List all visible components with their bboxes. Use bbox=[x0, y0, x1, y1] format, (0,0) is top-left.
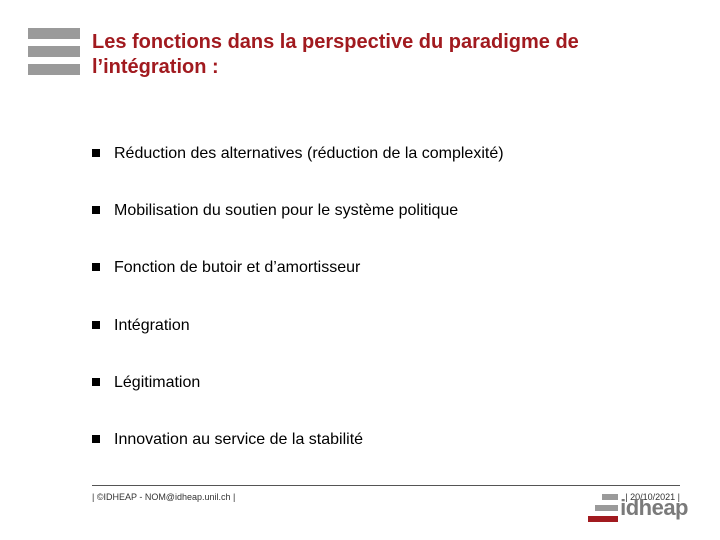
bullet-square-icon bbox=[92, 206, 100, 214]
list-item: Intégration bbox=[92, 316, 680, 335]
bullet-text: Innovation au service de la stabilité bbox=[114, 430, 363, 449]
footer-divider bbox=[92, 485, 680, 486]
bullet-text: Mobilisation du soutien pour le système … bbox=[114, 201, 458, 220]
header-bar bbox=[28, 64, 80, 75]
bullet-square-icon bbox=[92, 149, 100, 157]
bullet-text: Fonction de butoir et d’amortisseur bbox=[114, 258, 360, 277]
list-item: Mobilisation du soutien pour le système … bbox=[92, 201, 680, 220]
header-bars-icon bbox=[28, 28, 80, 75]
list-item: Réduction des alternatives (réduction de… bbox=[92, 144, 680, 163]
bullet-list: Réduction des alternatives (réduction de… bbox=[92, 144, 680, 449]
bullet-square-icon bbox=[92, 263, 100, 271]
header-bar bbox=[28, 28, 80, 39]
bullet-square-icon bbox=[92, 435, 100, 443]
list-item: Légitimation bbox=[92, 373, 680, 392]
slide-title: Les fonctions dans la perspective du par… bbox=[92, 30, 680, 80]
bullet-text: Intégration bbox=[114, 316, 190, 335]
idheap-logo: idheap bbox=[588, 494, 688, 522]
bullet-square-icon bbox=[92, 321, 100, 329]
logo-text: idheap bbox=[620, 495, 688, 521]
list-item: Fonction de butoir et d’amortisseur bbox=[92, 258, 680, 277]
bullet-square-icon bbox=[92, 378, 100, 386]
header-bar bbox=[28, 46, 80, 57]
logo-bars-icon bbox=[588, 494, 618, 522]
list-item: Innovation au service de la stabilité bbox=[92, 430, 680, 449]
bullet-text: Légitimation bbox=[114, 373, 200, 392]
footer-copyright: | ©IDHEAP - NOM@idheap.unil.ch | bbox=[92, 492, 235, 502]
bullet-text: Réduction des alternatives (réduction de… bbox=[114, 144, 504, 163]
